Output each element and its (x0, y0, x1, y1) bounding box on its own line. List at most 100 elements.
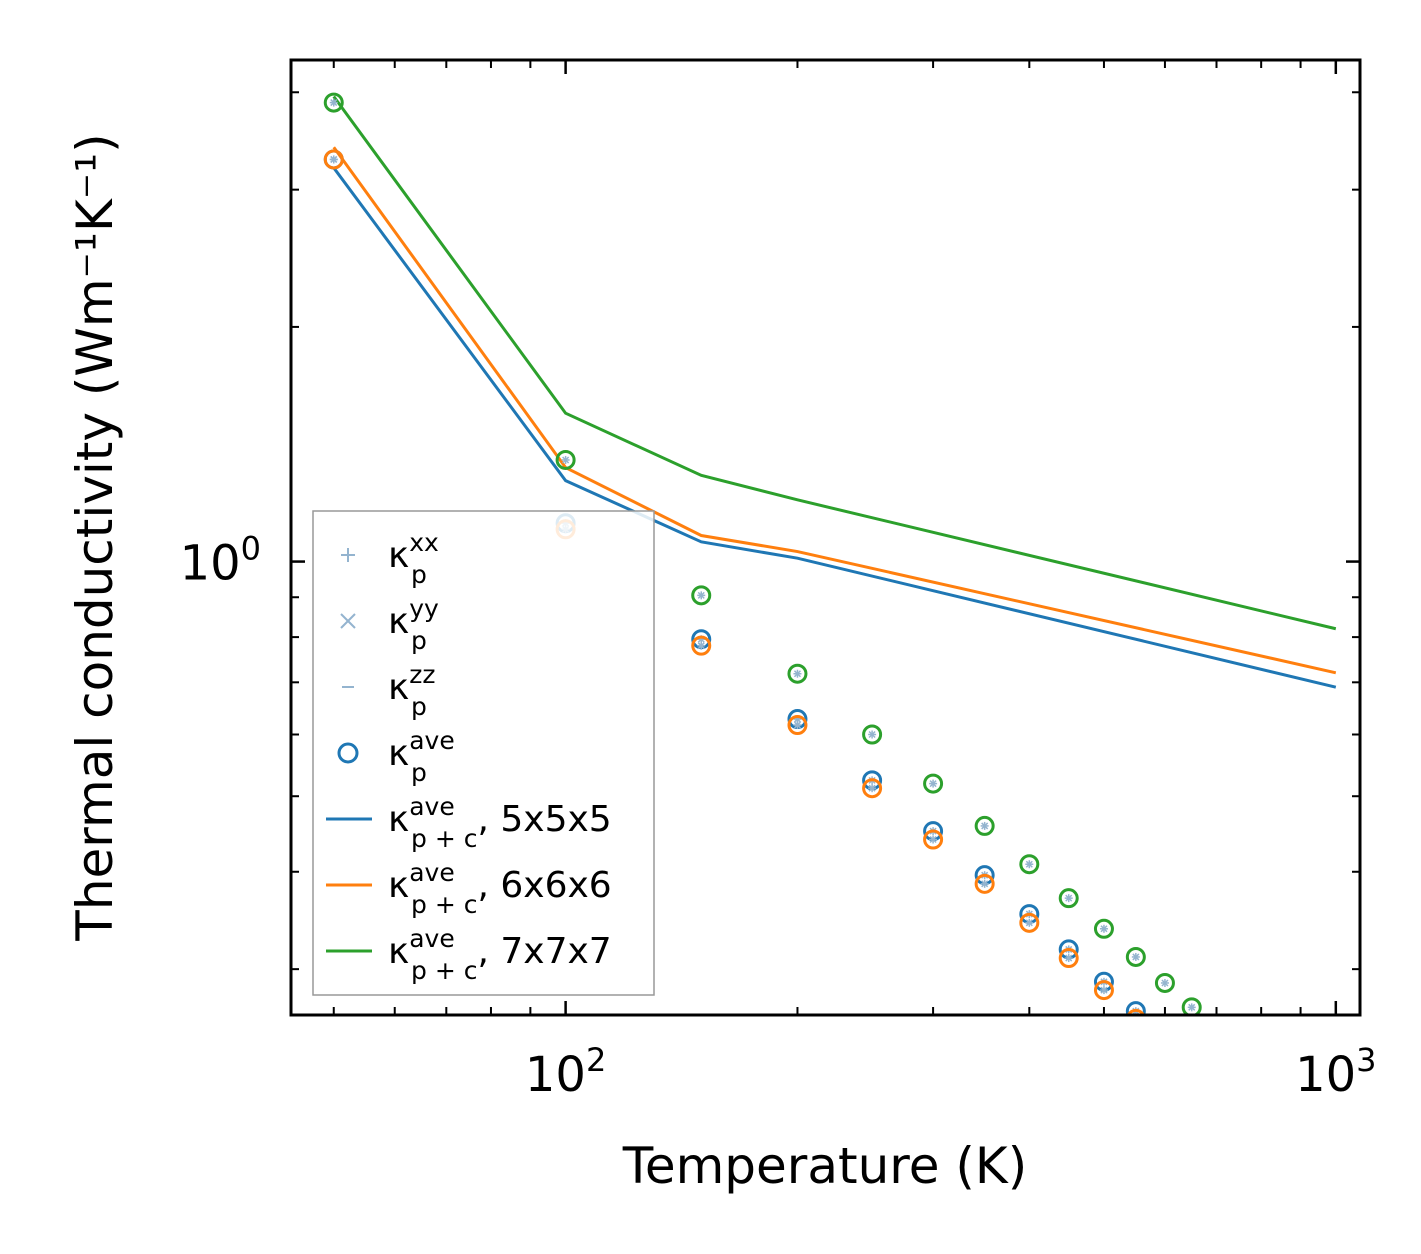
axis-labels: Temperature (K) Thermal conductivity (Wm… (66, 133, 1027, 1195)
cross-marker-a (1258, 1067, 1264, 1073)
data-point-2-5 (862, 778, 883, 799)
circle-marker (1125, 946, 1146, 967)
legend-cross-icon-b (340, 613, 356, 629)
circle-marker (1253, 1128, 1270, 1145)
circle-marker (1253, 1061, 1270, 1078)
cross-marker-a (1333, 1196, 1339, 1202)
circle-marker (1183, 1054, 1200, 1071)
legend-item-4: κave p (337, 726, 455, 787)
cross-marker-b (1162, 1043, 1168, 1049)
data-point-2-19 (1310, 1182, 1327, 1199)
cross-marker-b (1278, 1153, 1284, 1159)
cross-marker-b (1333, 1203, 1339, 1209)
cross-marker-b (1237, 1114, 1243, 1120)
data-point-1-14 (1208, 1077, 1225, 1094)
circle-marker (974, 815, 995, 836)
cross-marker-b (1237, 1105, 1243, 1111)
cross-marker-b (1237, 1047, 1243, 1053)
circle-marker (1019, 854, 1040, 875)
circle-marker (1183, 1063, 1200, 1080)
data-point-3-19 (1310, 1115, 1327, 1132)
data-point-1-16 (1253, 1119, 1270, 1136)
cross-marker-b (1161, 979, 1169, 987)
data-point-3-8 (1019, 854, 1040, 875)
circle-marker (923, 773, 944, 794)
circle-marker (323, 149, 344, 170)
circle-marker (1292, 1157, 1309, 1174)
cross-marker-b (1188, 1003, 1196, 1011)
circle-marker (1310, 1115, 1327, 1132)
legend-circle-icon (337, 742, 359, 764)
cross-marker-b (1025, 919, 1033, 927)
cross-marker-a (1278, 1085, 1284, 1091)
cross-marker-b (1100, 925, 1108, 933)
cross-marker-b (697, 591, 705, 599)
cross-marker-b (562, 456, 570, 464)
cross-marker-a (1214, 1027, 1220, 1033)
circle-marker (1019, 912, 1040, 933)
legend-item-2: κyy p (340, 594, 439, 655)
circle-marker (1093, 918, 1114, 939)
circle-marker (862, 778, 883, 799)
circle-marker (1310, 1182, 1327, 1199)
cross-marker-b (1025, 860, 1033, 868)
cross-marker-a (1278, 1153, 1284, 1159)
cross-marker-b (1333, 1196, 1339, 1202)
circle-marker (1126, 1008, 1146, 1015)
circle-marker (862, 724, 883, 745)
circle-marker (1231, 1042, 1248, 1059)
cross-marker-b (1298, 1171, 1304, 1177)
cross-marker-a (1237, 1105, 1243, 1111)
x-tick-label-1: 102 (525, 1041, 606, 1103)
axes-border (289, 58, 1362, 1017)
cross-marker-a (1333, 1203, 1339, 1209)
circle-marker (1093, 980, 1114, 1001)
cross-marker-b (1316, 1179, 1322, 1185)
circle-marker (787, 663, 808, 684)
circle-marker (1273, 1080, 1290, 1097)
cross-marker-b (1132, 953, 1140, 961)
circle-marker (1273, 1139, 1290, 1156)
cross-marker-a (1298, 1171, 1304, 1177)
cross-marker-b (1278, 1145, 1284, 1151)
y-tick-label-1: 100 (180, 530, 261, 592)
legend-label-3: κzz p (388, 660, 435, 721)
circle-marker (974, 873, 995, 894)
data-point-2-12 (1156, 1038, 1173, 1055)
circle-marker (555, 449, 576, 470)
cross-marker-b (1298, 1103, 1304, 1109)
cross-marker-b (1214, 1092, 1220, 1098)
circle-marker (1327, 1198, 1344, 1215)
cross-marker-b (981, 822, 989, 830)
data-point-1-19 (1310, 1173, 1327, 1190)
data-point-2-3 (691, 635, 712, 656)
circle-marker (1292, 1165, 1309, 1182)
data-point-3-6 (923, 773, 944, 794)
legend-item-6: κave p + c, 6x6x6 (326, 858, 612, 919)
legend-item-5: κave p + c, 5x5x5 (326, 792, 612, 853)
circle-marker (1125, 1001, 1146, 1015)
cross-marker-a (1189, 1059, 1195, 1065)
cross-marker-a (1258, 1133, 1264, 1139)
cross-marker-a (1278, 1145, 1284, 1151)
cross-marker-b (1162, 1035, 1168, 1041)
data-point-1-20 (1327, 1191, 1344, 1208)
data-point-3-2 (555, 449, 576, 470)
cross-marker-a (1298, 1103, 1304, 1109)
cross-marker-a (1333, 1135, 1339, 1141)
legend-box (312, 510, 655, 996)
circle-marker (1156, 1038, 1173, 1055)
cross-marker-b (929, 835, 937, 844)
circle-marker (1208, 1021, 1225, 1038)
cross-marker-b (1278, 1085, 1284, 1091)
cross-marker-b (793, 721, 801, 729)
data-point-2-9 (1058, 948, 1079, 969)
circle-marker (691, 635, 712, 656)
circle-marker (1058, 948, 1079, 969)
cross-marker-a (1237, 1047, 1243, 1053)
axis-ticks: 102 103 100 (180, 60, 1377, 1103)
cross-marker-b (1298, 1162, 1304, 1168)
cross-marker-a (1162, 1043, 1168, 1049)
